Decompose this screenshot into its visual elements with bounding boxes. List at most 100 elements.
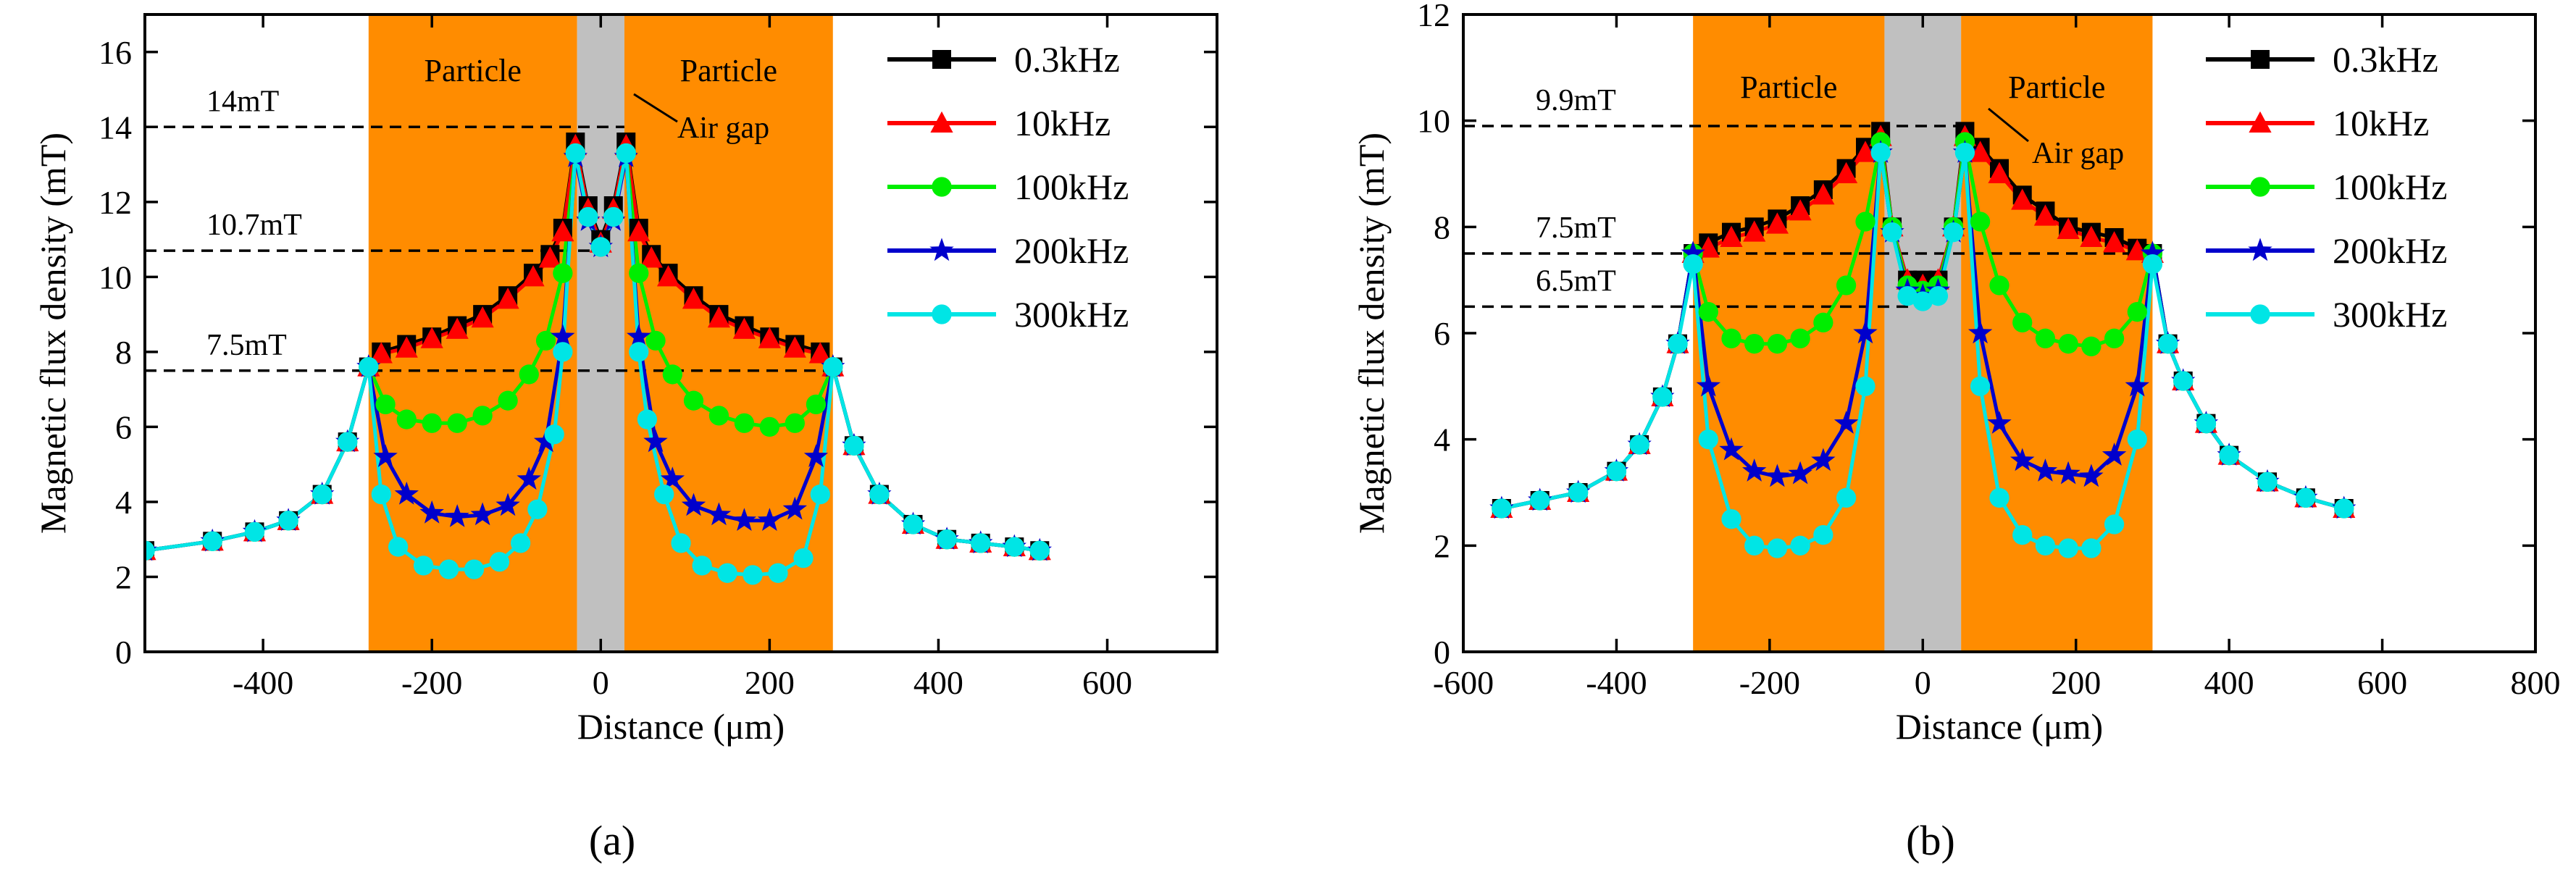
y-tick-label-3: 6 xyxy=(1434,315,1450,352)
y-tick-label-1: 2 xyxy=(1434,527,1450,564)
data-point-10kHz-9 xyxy=(1720,225,1743,247)
data-point-300kHz-8 xyxy=(1698,429,1718,450)
data-point-100kHz-30 xyxy=(2127,302,2147,322)
data-point-300kHz-38 xyxy=(2334,498,2354,519)
data-point-300kHz-3 xyxy=(1606,461,1627,482)
data-point-200kHz-13 xyxy=(517,466,541,490)
data-point-300kHz-23 xyxy=(1970,376,1991,396)
data-point-200kHz-12 xyxy=(1788,461,1812,485)
data-point-10kHz-14 xyxy=(538,246,561,268)
data-point-10kHz-28 xyxy=(2080,225,2103,247)
data-point-300kHz-32 xyxy=(2157,334,2178,354)
data-point-300kHz-14 xyxy=(1836,487,1857,508)
data-point-300kHz-24 xyxy=(1989,487,2010,508)
reference-label-1: 7.5mT xyxy=(1536,211,1616,245)
data-point-300kHz-1 xyxy=(202,531,222,551)
data-point-300kHz-7 xyxy=(1683,254,1703,274)
data-point-10kHz-10 xyxy=(446,317,469,339)
data-point-10kHz-11 xyxy=(1765,212,1789,234)
data-point-300kHz-27 xyxy=(2058,538,2078,558)
region-label-2: Particle xyxy=(680,53,777,88)
data-point-300kHz-30 xyxy=(2127,429,2147,450)
legend-marker-0.3kHz xyxy=(2251,50,2270,69)
data-point-300kHz-34 xyxy=(869,484,890,505)
legend-label-100kHz: 100kHz xyxy=(1014,167,1129,207)
data-point-300kHz-30 xyxy=(793,548,814,569)
data-point-200kHz-9 xyxy=(1719,437,1744,461)
data-point-10kHz-13 xyxy=(1812,183,1835,205)
data-point-100kHz-28 xyxy=(785,413,805,433)
y-tick-label-0: 0 xyxy=(1434,634,1450,671)
data-point-300kHz-36 xyxy=(2257,471,2278,492)
data-point-100kHz-21 xyxy=(629,263,649,283)
x-tick-label-3: 200 xyxy=(745,664,795,701)
data-point-300kHz-33 xyxy=(2173,371,2194,391)
region-band-1 xyxy=(577,14,624,652)
data-point-300kHz-39 xyxy=(1029,540,1050,561)
data-point-300kHz-0 xyxy=(1492,498,1512,519)
data-point-300kHz-25 xyxy=(671,533,691,553)
data-point-200kHz-9 xyxy=(419,500,444,524)
x-tick-label-3: 0 xyxy=(1915,664,1931,701)
data-point-200kHz-21 xyxy=(627,324,651,348)
data-point-300kHz-2 xyxy=(244,521,265,542)
data-point-200kHz-11 xyxy=(1765,464,1790,487)
data-point-300kHz-22 xyxy=(629,342,649,362)
legend-marker-10kHz xyxy=(930,111,953,133)
data-point-10kHz-11 xyxy=(471,306,494,328)
data-point-100kHz-24 xyxy=(683,390,704,411)
data-point-100kHz-23 xyxy=(1970,211,1991,232)
data-point-300kHz-18 xyxy=(578,206,598,227)
y-tick-label-7: 14 xyxy=(99,109,132,146)
y-tick-label-0: 0 xyxy=(115,634,132,671)
data-point-300kHz-16 xyxy=(1870,143,1891,163)
data-point-100kHz-25 xyxy=(2012,312,2033,332)
data-point-100kHz-24 xyxy=(1989,275,2010,295)
data-point-300kHz-29 xyxy=(2104,514,2125,534)
x-axis-title: Distance (μm) xyxy=(1896,706,2103,747)
data-point-300kHz-38 xyxy=(1004,537,1024,557)
data-point-100kHz-13 xyxy=(519,364,539,385)
data-point-300kHz-31 xyxy=(2142,254,2163,274)
panel-label-a: (a) xyxy=(589,817,635,864)
data-point-300kHz-6 xyxy=(1668,334,1688,354)
data-point-300kHz-13 xyxy=(1813,525,1833,545)
data-point-200kHz-23 xyxy=(660,466,685,490)
data-point-300kHz-28 xyxy=(2081,538,2102,558)
x-tick-label-1: -400 xyxy=(1586,664,1647,701)
data-point-300kHz-4 xyxy=(1629,435,1649,455)
data-point-300kHz-4 xyxy=(312,484,333,505)
y-tick-label-4: 8 xyxy=(1434,209,1450,246)
data-point-200kHz-30 xyxy=(2125,373,2149,397)
data-point-300kHz-17 xyxy=(1882,222,1902,243)
data-point-300kHz-27 xyxy=(717,563,737,583)
data-point-300kHz-28 xyxy=(743,565,763,585)
data-point-200kHz-27 xyxy=(757,508,782,531)
reference-label-2: 6.5mT xyxy=(1536,264,1616,298)
data-point-200kHz-26 xyxy=(732,508,757,531)
data-point-10kHz-26 xyxy=(732,317,756,339)
y-tick-label-5: 10 xyxy=(1417,103,1450,140)
legend-marker-200kHz xyxy=(2248,238,2272,261)
data-point-300kHz-26 xyxy=(692,556,712,576)
legend-marker-10kHz xyxy=(2249,111,2272,133)
data-point-300kHz-12 xyxy=(489,552,510,572)
y-tick-label-5: 10 xyxy=(99,259,132,295)
y-tick-label-4: 8 xyxy=(115,334,132,371)
data-point-200kHz-22 xyxy=(643,429,668,453)
y-tick-label-8: 16 xyxy=(99,34,132,71)
legend-label-10kHz: 10kHz xyxy=(1014,103,1111,143)
data-point-100kHz-26 xyxy=(734,413,755,433)
data-point-10kHz-26 xyxy=(2033,204,2057,226)
chart-panel-b: Particle Particle 9.9mT 7.5mT 6.5mT Air gap -6… xyxy=(1351,0,2561,747)
data-point-300kHz-16 xyxy=(553,342,573,362)
data-point-10kHz-27 xyxy=(2057,217,2080,239)
data-point-100kHz-10 xyxy=(447,413,467,433)
y-axis-title: Magnetic flux density (mT) xyxy=(33,133,73,534)
reference-label-0: 9.9mT xyxy=(1536,84,1616,117)
data-point-10kHz-29 xyxy=(808,342,832,364)
data-point-200kHz-23 xyxy=(1967,320,1993,344)
data-point-200kHz-13 xyxy=(1811,448,1836,471)
y-tick-label-3: 6 xyxy=(115,408,132,445)
data-point-300kHz-11 xyxy=(1767,538,1788,558)
